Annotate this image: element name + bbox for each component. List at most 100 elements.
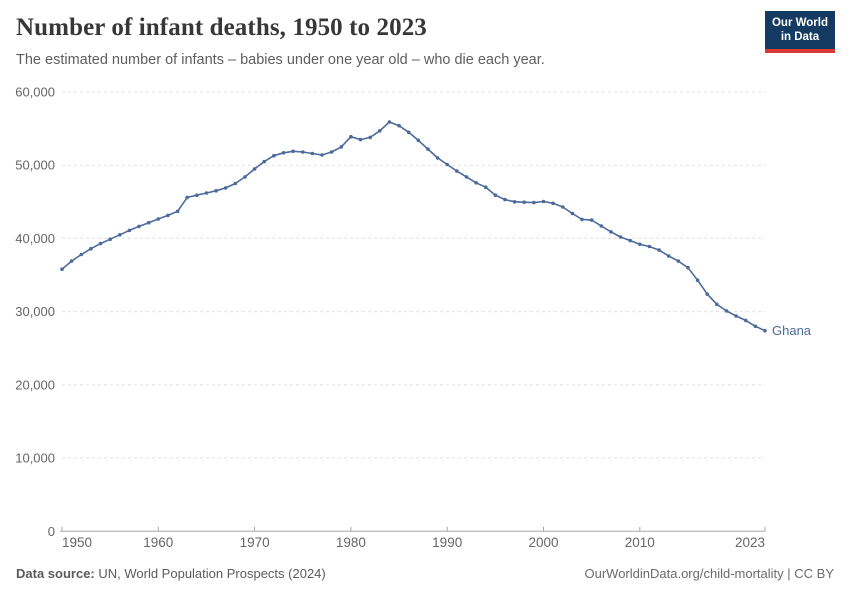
y-tick-label: 20,000: [15, 377, 55, 392]
data-point-marker: [686, 265, 690, 270]
data-line-ghana[interactable]: [61, 121, 766, 332]
x-tick-label: 1970: [240, 535, 270, 550]
y-tick-label: 40,000: [15, 231, 55, 246]
data-point-marker: [98, 241, 103, 246]
x-tick-label: 2023: [735, 535, 765, 550]
data-point-marker: [349, 134, 353, 139]
data-point-marker: [724, 309, 729, 313]
data-point-marker: [291, 149, 295, 154]
data-point-marker: [156, 217, 161, 221]
data-point-marker: [127, 228, 132, 233]
data-point-marker: [522, 200, 526, 204]
chart-footer: Data source: UN, World Population Prospe…: [16, 566, 834, 581]
data-point-marker: [474, 181, 478, 185]
x-tick-label: 1960: [143, 535, 173, 550]
data-point-marker: [589, 218, 594, 222]
data-source-label: Data source:: [16, 566, 95, 581]
data-source: Data source: UN, World Population Prospe…: [16, 566, 326, 581]
data-point-marker: [743, 318, 748, 323]
data-point-marker: [483, 185, 488, 189]
data-point-marker: [638, 242, 642, 247]
data-point-marker: [705, 292, 709, 296]
owid-logo[interactable]: Our World in Data: [764, 11, 835, 53]
data-point-marker: [310, 151, 315, 156]
chart-title: Number of infant deaths, 1950 to 2023: [16, 14, 427, 41]
data-point-marker: [339, 145, 344, 149]
data-point-marker: [252, 167, 257, 171]
y-tick-label: 50,000: [15, 158, 55, 173]
data-point-marker: [618, 235, 623, 239]
data-point-marker: [243, 175, 247, 179]
data-point-marker: [301, 150, 305, 154]
y-tick-label: 10,000: [15, 451, 55, 466]
data-point-marker: [445, 162, 450, 167]
data-point-marker: [358, 137, 363, 142]
data-point-marker: [397, 123, 401, 128]
series-end-label[interactable]: Ghana: [772, 323, 812, 338]
data-point-marker: [262, 159, 267, 164]
data-point-marker: [204, 191, 209, 195]
data-point-marker: [137, 224, 141, 229]
data-point-marker: [734, 314, 738, 318]
y-tick-label: 30,000: [15, 304, 55, 319]
owid-logo-line2: in Data: [780, 30, 820, 43]
data-point-marker: [763, 328, 767, 333]
data-point-marker: [175, 209, 180, 214]
data-point-marker: [214, 189, 218, 193]
data-point-marker: [281, 151, 286, 155]
data-point-marker: [108, 237, 112, 241]
data-point-marker: [368, 135, 373, 140]
data-source-text: UN, World Population Prospects (2024): [94, 566, 326, 581]
data-point-marker: [503, 197, 507, 202]
data-point-marker: [666, 254, 671, 258]
data-point-marker: [570, 211, 575, 216]
data-point-marker: [146, 220, 151, 225]
y-tick-label: 60,000: [15, 85, 55, 100]
x-tick-label: 2000: [528, 535, 558, 550]
data-point-marker: [657, 248, 661, 252]
data-point-marker: [580, 217, 584, 222]
x-tick-label: 1950: [62, 535, 92, 550]
data-point-marker: [676, 259, 681, 263]
data-point-marker: [464, 175, 469, 179]
data-point-marker: [89, 246, 93, 251]
data-point-marker: [79, 252, 84, 257]
data-point-marker: [233, 181, 238, 186]
data-point-marker: [493, 193, 498, 197]
data-point-marker: [532, 200, 536, 205]
data-point-marker: [435, 156, 440, 160]
data-point-marker: [512, 200, 517, 204]
data-point-marker: [551, 201, 555, 206]
credit-link[interactable]: OurWorldinData.org/child-mortality | CC …: [584, 566, 835, 581]
data-point-marker: [166, 213, 170, 218]
data-point-marker: [195, 193, 199, 197]
data-point-marker: [272, 153, 276, 158]
data-point-marker: [416, 138, 421, 143]
data-point-marker: [753, 324, 758, 329]
chart-subtitle: The estimated number of infants – babies…: [16, 51, 545, 68]
owid-logo-line1: Our World: [771, 17, 828, 29]
chart-header: Number of infant deaths, 1950 to 2023 Th…: [16, 14, 740, 68]
data-point-marker: [387, 120, 392, 124]
data-point-marker: [426, 147, 430, 151]
x-tick-label: 2010: [625, 535, 655, 550]
data-point-marker: [60, 267, 64, 272]
data-point-marker: [695, 278, 700, 283]
data-point-marker: [223, 186, 228, 190]
data-point-marker: [647, 244, 652, 249]
data-point-marker: [329, 150, 334, 154]
data-point-marker: [561, 205, 565, 209]
x-tick-label: 1980: [336, 535, 366, 550]
data-point-marker: [69, 259, 74, 263]
data-point-marker: [628, 238, 632, 243]
x-tick-label: 1990: [432, 535, 462, 550]
data-point-marker: [541, 199, 546, 204]
data-point-marker: [715, 302, 719, 307]
data-point-marker: [406, 130, 411, 135]
data-point-marker: [599, 224, 604, 228]
y-tick-label: 0: [48, 524, 55, 539]
data-point-marker: [455, 169, 459, 173]
data-point-marker: [378, 129, 382, 133]
